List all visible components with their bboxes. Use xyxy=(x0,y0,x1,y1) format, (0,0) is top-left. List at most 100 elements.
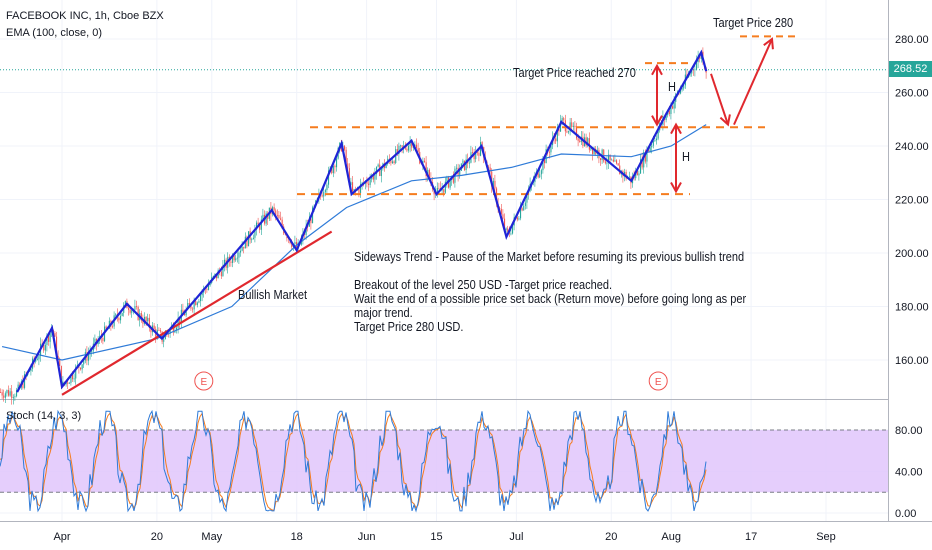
candle-body xyxy=(254,229,256,238)
candle-body xyxy=(649,147,651,152)
candle-body xyxy=(278,215,280,219)
candle-body xyxy=(505,228,507,230)
candle-body xyxy=(208,285,210,290)
candle-body xyxy=(48,335,50,342)
candle-body xyxy=(468,162,470,164)
candle-body xyxy=(521,208,523,211)
candle-body xyxy=(612,159,614,162)
candle-body xyxy=(680,89,682,94)
candle-body xyxy=(472,152,474,154)
candle-body xyxy=(496,188,498,204)
candle-body xyxy=(1,392,3,396)
candles-group xyxy=(0,47,707,405)
h-bottom-label: H xyxy=(682,150,690,164)
candle-body xyxy=(548,151,550,153)
stoch-band-group xyxy=(0,429,888,493)
candle-body xyxy=(201,292,203,296)
candle-body xyxy=(172,325,174,333)
candle-body xyxy=(68,382,70,384)
h-top-label: H xyxy=(668,80,676,94)
sideways-note-line: Wait the end of a possible price set bac… xyxy=(354,292,747,306)
candle-body xyxy=(67,382,69,384)
price-tick-label: 180.00 xyxy=(895,302,929,314)
candle-body xyxy=(184,313,186,316)
candle-body xyxy=(574,125,576,128)
candle-body xyxy=(406,148,408,151)
candle-body xyxy=(326,184,328,191)
candle-body xyxy=(604,161,606,164)
candle-body xyxy=(54,332,56,337)
candle-body xyxy=(38,355,40,360)
candle-body xyxy=(462,160,464,164)
candle-body xyxy=(153,325,155,329)
earnings-marker: E xyxy=(648,371,668,391)
candle-body xyxy=(14,396,16,398)
sideways-note-line xyxy=(354,264,746,278)
candle-body xyxy=(478,152,480,156)
candle-body xyxy=(374,174,376,180)
target-270-label: Target Price reached 270 xyxy=(513,66,636,80)
candle-body xyxy=(59,358,61,366)
h-top-arrow-up xyxy=(651,63,663,76)
stoch-d-line xyxy=(0,412,707,512)
candle-body xyxy=(372,175,374,180)
candle-body xyxy=(259,224,261,230)
candle-body xyxy=(222,265,224,277)
candle-body xyxy=(281,219,283,227)
earnings-circle xyxy=(194,371,214,391)
candle-body xyxy=(345,149,347,164)
candle-body xyxy=(556,127,558,142)
candle-body xyxy=(512,225,514,234)
candle-body xyxy=(555,138,557,142)
candle-body xyxy=(56,336,58,357)
symbol-legend[interactable]: FACEBOOK INC, 1h, Cboe BZX xyxy=(6,10,164,22)
candle-body xyxy=(459,170,461,175)
candle-body xyxy=(537,171,539,178)
candle-body xyxy=(220,271,222,277)
candle-body xyxy=(644,152,646,162)
candle-body xyxy=(408,145,410,151)
candle-body xyxy=(609,154,611,160)
candle-body xyxy=(177,317,179,328)
candle-body xyxy=(523,205,525,211)
candle-body xyxy=(520,208,522,219)
candle-body xyxy=(444,181,446,193)
candle-body xyxy=(651,145,653,148)
candle-body xyxy=(6,389,8,394)
candle-body xyxy=(9,391,11,396)
candle-body xyxy=(673,101,675,109)
candle-body xyxy=(195,301,197,306)
stoch-band xyxy=(0,430,888,493)
candle-body xyxy=(643,152,645,168)
candle-body xyxy=(691,69,693,74)
candle-body xyxy=(641,159,643,168)
candle-body xyxy=(656,138,658,141)
candle-body xyxy=(566,131,568,133)
earnings-text: E xyxy=(655,377,662,388)
h-bottom-arrow-up xyxy=(670,122,682,135)
candle-body xyxy=(198,301,200,303)
candle-body xyxy=(182,309,184,314)
candle-body xyxy=(233,255,235,261)
candle-body xyxy=(241,246,243,251)
bullish-market-label: Bullish Market xyxy=(238,288,308,302)
stoch-legend[interactable]: Stoch (14, 3, 3) xyxy=(6,410,82,422)
candle-body xyxy=(44,344,46,351)
time-tick-label: Jul xyxy=(509,531,523,543)
sideways-note-line: Target Price 280 USD. xyxy=(354,320,464,334)
candle-body xyxy=(62,381,64,386)
candle-body xyxy=(670,106,672,114)
candle-body xyxy=(654,140,656,141)
candle-body xyxy=(83,360,85,365)
ema-legend[interactable]: EMA (100, close, 0) xyxy=(6,27,102,39)
candle-body xyxy=(350,182,352,186)
candle-body xyxy=(393,161,395,164)
candle-body xyxy=(65,382,67,385)
candle-body xyxy=(358,188,360,193)
candle-body xyxy=(449,179,451,188)
candle-body xyxy=(260,219,262,230)
candle-body xyxy=(614,160,616,162)
stoch-tick-label: 0.00 xyxy=(895,508,916,520)
candle-body xyxy=(265,213,267,224)
sideways-note-line: Sideways Trend - Pause of the Market bef… xyxy=(354,250,745,264)
